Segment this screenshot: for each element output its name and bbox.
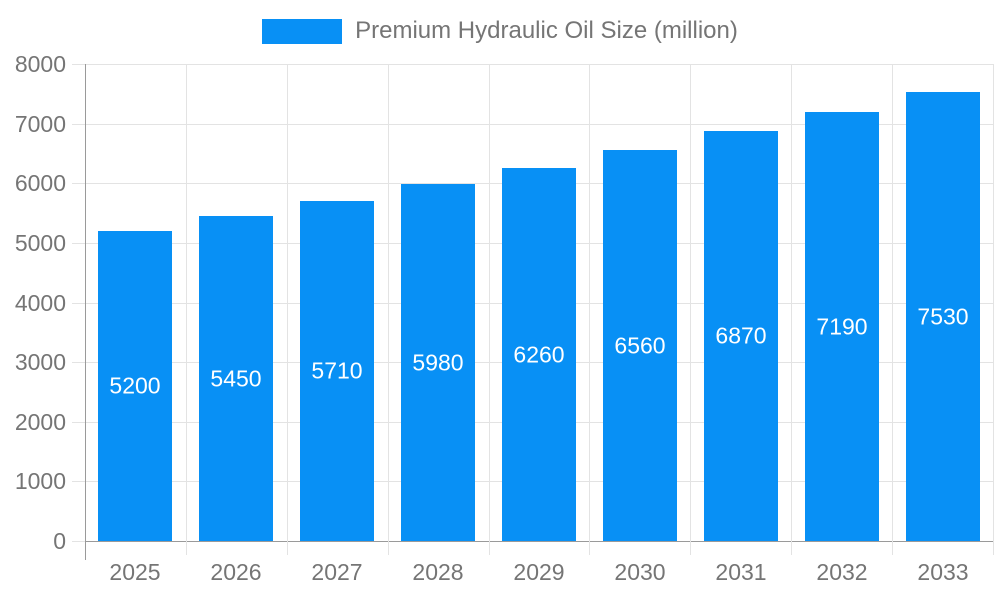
v-gridline xyxy=(993,64,994,555)
y-tick-label: 3000 xyxy=(14,349,66,375)
x-tick-label: 2026 xyxy=(210,559,262,585)
v-gridline xyxy=(186,64,187,555)
y-axis-tick xyxy=(72,541,85,542)
bar-value-label: 5980 xyxy=(412,349,464,376)
bar-2027[interactable] xyxy=(300,201,374,541)
bar-2026[interactable] xyxy=(199,216,273,541)
v-gridline xyxy=(589,64,590,555)
x-tick-label: 2027 xyxy=(311,559,363,585)
y-axis-tick xyxy=(72,183,85,184)
v-gridline xyxy=(791,64,792,555)
y-axis-tick xyxy=(72,124,85,125)
x-tick-label: 2025 xyxy=(109,559,161,585)
legend-label: Premium Hydraulic Oil Size (million) xyxy=(355,17,738,44)
bar-2033[interactable] xyxy=(906,92,980,541)
h-gridline xyxy=(85,64,993,65)
y-tick-label: 2000 xyxy=(14,409,66,435)
y-axis-tick xyxy=(72,243,85,244)
y-axis-tick xyxy=(72,362,85,363)
bar-value-label: 5450 xyxy=(210,365,262,392)
y-axis-line xyxy=(85,64,86,560)
v-gridline xyxy=(388,64,389,555)
x-axis-line xyxy=(85,541,993,542)
bar-value-label: 7190 xyxy=(816,313,868,340)
v-gridline xyxy=(892,64,893,555)
y-tick-label: 5000 xyxy=(14,230,66,256)
legend-swatch xyxy=(262,18,343,44)
h-gridline xyxy=(85,124,993,125)
y-tick-label: 6000 xyxy=(14,170,66,196)
y-axis-tick xyxy=(72,422,85,423)
x-tick-label: 2028 xyxy=(412,559,464,585)
bar-2032[interactable] xyxy=(805,112,879,541)
bar-value-label: 5710 xyxy=(311,357,363,384)
x-tick-label: 2029 xyxy=(513,559,565,585)
bar-2028[interactable] xyxy=(401,184,475,541)
y-tick-label: 8000 xyxy=(14,51,66,77)
x-tick-label: 2033 xyxy=(917,559,969,585)
y-tick-label: 4000 xyxy=(14,290,66,316)
y-tick-label: 1000 xyxy=(14,468,66,494)
bar-value-label: 6260 xyxy=(513,341,565,368)
v-gridline xyxy=(287,64,288,555)
bar-value-label: 6560 xyxy=(614,332,666,359)
bar-2031[interactable] xyxy=(704,131,778,541)
y-axis-tick xyxy=(72,303,85,304)
x-tick-label: 2030 xyxy=(614,559,666,585)
bar-value-label: 5200 xyxy=(109,372,161,399)
x-tick-label: 2031 xyxy=(715,559,767,585)
bar-value-label: 6870 xyxy=(715,322,767,349)
bar-2029[interactable] xyxy=(502,168,576,541)
bar-2030[interactable] xyxy=(603,150,677,541)
bar-2025[interactable] xyxy=(98,231,172,541)
y-tick-label: 0 xyxy=(53,528,66,554)
x-tick-label: 2032 xyxy=(816,559,868,585)
bar-value-label: 7530 xyxy=(917,303,969,330)
y-axis-tick xyxy=(72,481,85,482)
v-gridline xyxy=(690,64,691,555)
y-tick-label: 7000 xyxy=(14,111,66,137)
v-gridline xyxy=(489,64,490,555)
legend[interactable]: Premium Hydraulic Oil Size (million) xyxy=(0,17,1000,45)
y-axis-tick xyxy=(72,64,85,65)
